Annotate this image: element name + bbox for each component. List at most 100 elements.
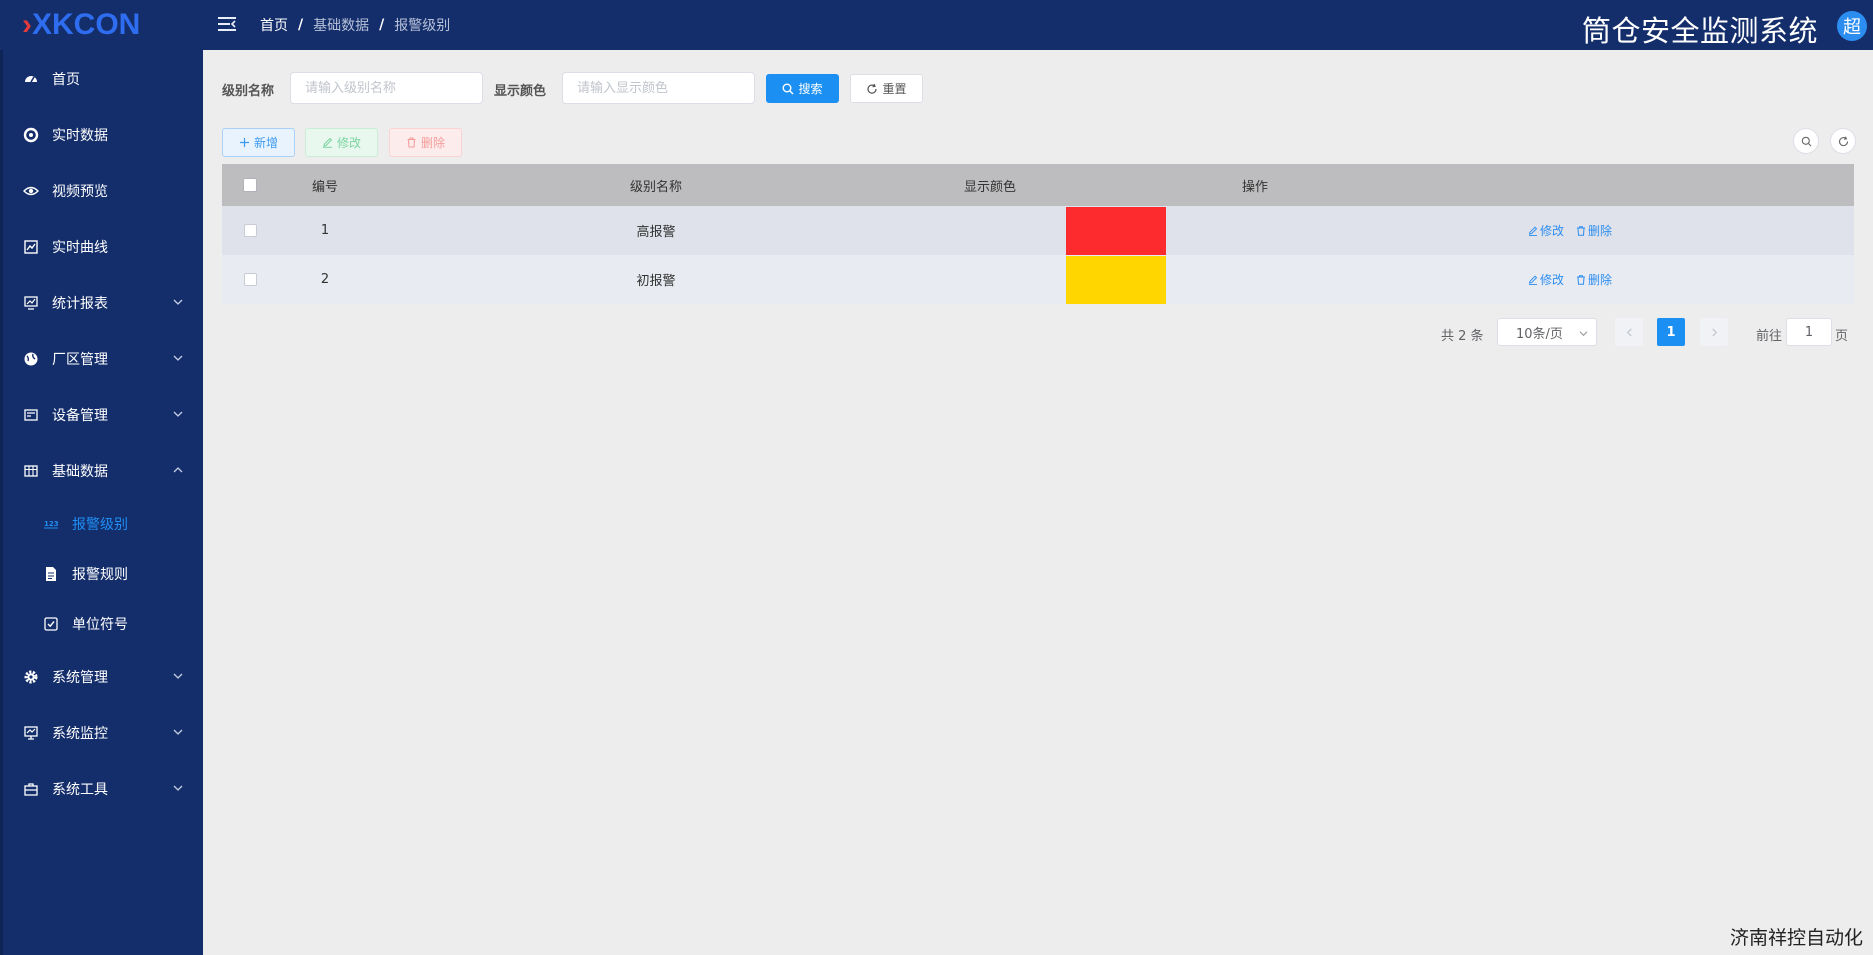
reset-button-label: 重置 [882,82,907,96]
monitor-icon [24,726,38,740]
display-color-input[interactable] [562,72,755,104]
company-footer: 济南祥控自动化 [1729,927,1863,949]
avatar[interactable]: 超 [1837,11,1867,41]
sidebar-item-label: 首页 [52,72,80,88]
cell-level-name: 高报警 [636,225,676,240]
sidebar-item-label: 厂区管理 [52,352,108,368]
breadcrumb-separator: / [379,17,385,33]
row-edit-link[interactable]: 修改 [1528,271,1564,288]
sidebar-item-statistics-report[interactable]: 统计报表 [3,283,203,323]
column-header-display-color[interactable]: 显示颜色 [963,179,1016,195]
delete-button[interactable]: 删除 [389,128,462,157]
chevron-down-icon [173,411,183,417]
refresh-icon [1838,135,1848,146]
goto-suffix: 页 [1835,329,1849,344]
sidebar-item-unit-symbol[interactable]: 单位符号 [3,604,203,644]
svg-text:123: 123 [44,520,59,528]
sidebar-item-label: 系统工具 [52,782,108,798]
sidebar-item-home[interactable]: 首页 [3,59,203,99]
page-size-value: 10条/页 [1516,326,1563,342]
column-header-actions: 操作 [1241,179,1268,195]
sidebar-item-system-management[interactable]: 系统管理 [3,657,203,697]
dashboard-icon [25,76,37,83]
add-button-label: 新增 [253,136,278,150]
trash-icon [1577,225,1585,236]
page-number-button[interactable]: 1 [1657,318,1685,346]
breadcrumb-home[interactable]: 首页 [260,18,288,34]
goto-prefix: 前往 [1756,329,1783,344]
search-icon [782,83,794,94]
logo-mark: › [22,8,32,41]
device-icon [24,409,38,421]
cell-actions: 修改 删除 [1470,255,1670,304]
column-header-level-name[interactable]: 级别名称 [629,179,682,195]
sidebar-item-realtime-data[interactable]: 实时数据 [3,115,203,155]
eye-icon [23,186,39,196]
sidebar-item-alarm-rules[interactable]: 报警规则 [3,554,203,594]
trash-icon [407,137,416,148]
level-name-label: 级别名称 [222,84,275,99]
edit-icon [1528,274,1538,285]
refresh-table-button[interactable] [1830,128,1856,154]
sidebar-item-system-monitor[interactable]: 系统监控 [3,713,203,753]
breadcrumb: 首页 / 基础数据 / 报警级别 [260,15,450,35]
row-checkbox-cell [222,206,278,255]
alarm-level-table: 编号 级别名称 显示颜色 操作 1 高报警 修改 删除 [222,164,1854,304]
row-checkbox[interactable] [243,224,257,237]
chevron-down-icon [1579,331,1588,337]
table-row: 2 初报警 修改 删除 [222,255,1854,304]
color-swatch [1066,207,1166,255]
toolbox-icon [24,783,38,796]
refresh-icon [867,83,878,94]
goto-page-input[interactable] [1786,318,1832,346]
breadcrumb-basic-data: 基础数据 [313,18,370,34]
reset-button[interactable]: 重置 [850,74,923,103]
prev-page-button[interactable] [1615,318,1643,346]
sidebar-item-system-tools[interactable]: 系统工具 [3,769,203,809]
breadcrumb-alarm-level: 报警级别 [394,18,451,34]
chevron-down-icon [173,729,183,735]
page-size-select[interactable]: 10条/页 [1497,318,1597,346]
sidebar-item-realtime-curve[interactable]: 实时曲线 [3,227,203,267]
sidebar-item-label: 系统管理 [52,670,108,686]
row-edit-label: 修改 [1539,273,1564,287]
edit-button[interactable]: 修改 [305,128,378,157]
system-title: 筒仓安全监测系统 [1581,14,1818,48]
row-delete-link[interactable]: 删除 [1576,222,1612,239]
column-header-id[interactable]: 编号 [311,179,338,195]
menu-toggle-icon[interactable] [218,16,236,32]
next-page-button[interactable] [1700,318,1728,346]
row-edit-label: 修改 [1539,224,1564,238]
sidebar-item-label: 单位符号 [72,617,128,633]
row-delete-label: 删除 [1588,224,1613,238]
sidebar-item-label: 统计报表 [52,296,108,312]
sidebar-item-basic-data[interactable]: 基础数据 [3,451,203,491]
edit-button-label: 修改 [336,136,361,150]
chevron-left-icon [1626,327,1632,337]
top-bar: › XKCON 首页 / 基础数据 / 报警级别 筒仓安全监测系统 超 [0,0,1873,50]
sidebar-item-plant-management[interactable]: 厂区管理 [3,339,203,379]
sidebar-item-alarm-level[interactable]: 123 报警级别 [3,504,203,544]
pagination-total: 共 2 条 [1441,329,1484,344]
globe-icon [24,352,38,366]
sidebar-item-label: 基础数据 [52,464,108,480]
delete-button-label: 删除 [420,136,445,150]
toggle-search-button[interactable] [1793,128,1819,154]
sidebar-item-video-preview[interactable]: 视频预览 [3,171,203,211]
add-button[interactable]: 新增 [222,128,295,157]
row-checkbox[interactable] [243,273,257,286]
select-all-checkbox[interactable] [243,178,257,192]
sidebar-item-label: 实时数据 [52,128,108,144]
sidebar-item-device-management[interactable]: 设备管理 [3,395,203,435]
curve-icon [24,240,38,254]
sidebar-item-label: 报警级别 [72,517,128,533]
row-edit-link[interactable]: 修改 [1528,222,1564,239]
row-checkbox-cell [222,255,278,304]
sidebar-item-label: 报警规则 [72,567,128,583]
row-delete-label: 删除 [1588,273,1613,287]
row-delete-link[interactable]: 删除 [1576,271,1612,288]
search-icon [1801,136,1811,146]
search-button[interactable]: 搜索 [766,74,839,103]
level-name-input[interactable] [290,72,483,104]
display-color-label: 显示颜色 [494,84,547,99]
